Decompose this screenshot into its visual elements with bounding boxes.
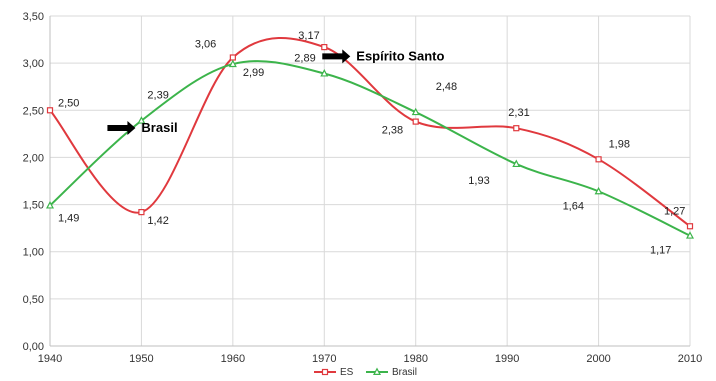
- annotations: Espírito Santo Brasil: [107, 48, 444, 135]
- data-point: [513, 125, 520, 132]
- annotation-arrow-icon: [107, 120, 136, 135]
- legend-label: ES: [340, 367, 354, 378]
- data-point: [685, 231, 695, 239]
- data-label: 1,27: [664, 205, 685, 217]
- y-tick-label: 0,50: [23, 294, 44, 306]
- data-point: [46, 107, 54, 114]
- gridlines: [49, 15, 691, 347]
- data-point: [320, 69, 329, 77]
- legend-marker: [321, 368, 329, 376]
- series-lines: [49, 36, 691, 237]
- y-tick-label: 1,50: [23, 200, 44, 212]
- x-tick-label: 2010: [678, 353, 702, 365]
- data-label: 2,99: [243, 67, 264, 79]
- legend-marker: [372, 367, 382, 375]
- data-point: [686, 223, 694, 230]
- data-label: 2,89: [294, 53, 315, 65]
- data-point: [412, 118, 419, 125]
- series-markers: [45, 44, 695, 239]
- data-point: [411, 107, 420, 116]
- axes: 0,00 0,50 1,00 1,50 2,00 2,50 3,00 3,50 1940 1950…: [23, 11, 703, 365]
- y-tick-label: 1,00: [23, 247, 44, 259]
- x-tick-label: 1970: [312, 353, 336, 365]
- legend: ES Brasil: [314, 367, 417, 378]
- data-label: 1,98: [609, 138, 630, 150]
- y-tick-label: 2,00: [23, 152, 44, 164]
- data-label: 1,93: [468, 175, 489, 187]
- data-label: 3,17: [298, 30, 319, 42]
- data-label: 1,17: [650, 245, 671, 257]
- data-label: 1,49: [58, 213, 79, 225]
- x-tick-label: 2000: [586, 353, 610, 365]
- data-point: [138, 209, 145, 216]
- annotation-arrow-icon: [322, 49, 351, 64]
- legend-label: Brasil: [392, 367, 417, 378]
- x-tick-label: 1950: [129, 353, 153, 365]
- data-label: 2,50: [58, 97, 79, 109]
- data-label: 2,31: [508, 107, 529, 119]
- data-point: [594, 186, 603, 195]
- data-point: [228, 59, 237, 68]
- x-tick-label: 1960: [221, 353, 245, 365]
- data-label: 3,06: [195, 38, 216, 50]
- data-label: 2,39: [147, 90, 168, 102]
- data-point: [595, 156, 602, 163]
- data-point: [137, 116, 146, 124]
- annotation-label: Brasil: [141, 120, 177, 135]
- x-tick-label: 1940: [38, 353, 62, 365]
- y-tick-label: 3,50: [23, 11, 44, 23]
- data-point: [45, 201, 55, 209]
- data-point: [512, 159, 521, 168]
- data-label: 2,38: [382, 125, 403, 137]
- y-tick-label: 3,00: [23, 58, 44, 70]
- data-labels: 2,50 1,42 3,06 3,17 2,38 2,31 1,98 1,27 1,49 2,39…: [58, 30, 685, 257]
- data-point: [321, 44, 328, 51]
- y-tick-label: 0,00: [23, 341, 44, 353]
- data-label: 1,42: [147, 215, 168, 227]
- x-tick-label: 1980: [403, 353, 427, 365]
- x-tick-label: 1990: [495, 353, 519, 365]
- annotation-label: Espírito Santo: [356, 48, 444, 63]
- y-tick-label: 2,50: [23, 105, 44, 117]
- data-label: 2,48: [436, 81, 457, 93]
- data-point: [229, 54, 236, 61]
- data-label: 1,64: [563, 200, 584, 212]
